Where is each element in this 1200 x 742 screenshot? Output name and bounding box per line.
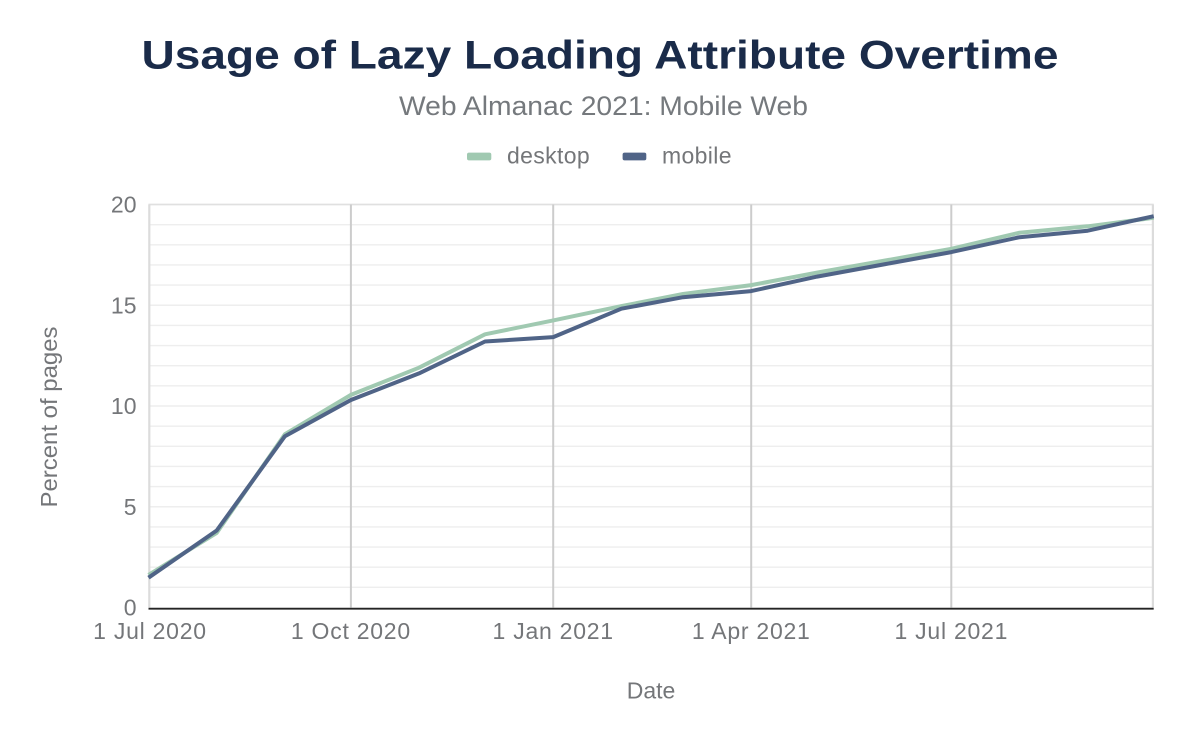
- svg-text:5: 5: [124, 494, 137, 520]
- svg-text:1 Jan 2021: 1 Jan 2021: [493, 618, 614, 644]
- svg-text:1 Oct 2020: 1 Oct 2020: [291, 618, 411, 644]
- svg-text:Percent of pages: Percent of pages: [36, 327, 62, 508]
- svg-text:1 Jul 2021: 1 Jul 2021: [894, 618, 1008, 644]
- svg-text:1 Jul 2020: 1 Jul 2020: [93, 618, 207, 644]
- svg-text:1 Apr 2021: 1 Apr 2021: [692, 618, 811, 644]
- svg-text:mobile: mobile: [662, 143, 732, 169]
- svg-text:Web Almanac 2021: Mobile Web: Web Almanac 2021: Mobile Web: [399, 91, 808, 121]
- svg-text:10: 10: [111, 393, 137, 419]
- svg-text:Date: Date: [627, 678, 676, 704]
- svg-text:20: 20: [111, 192, 137, 218]
- svg-text:desktop: desktop: [507, 143, 590, 169]
- svg-text:15: 15: [111, 292, 137, 318]
- svg-text:Usage of Lazy Loading Attribut: Usage of Lazy Loading Attribute Overtime: [142, 34, 1059, 78]
- svg-text:0: 0: [124, 595, 137, 621]
